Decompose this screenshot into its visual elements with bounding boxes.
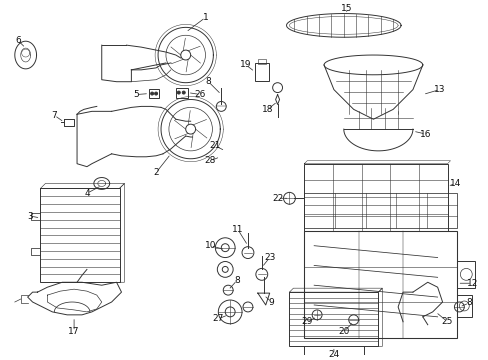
Text: 27: 27 [212,314,224,323]
Text: 8: 8 [234,276,240,285]
Text: 24: 24 [327,350,339,359]
Text: 3: 3 [28,212,33,221]
Text: 15: 15 [340,4,352,13]
Text: 12: 12 [466,279,477,288]
Bar [149,89,159,99]
Text: 19: 19 [240,60,251,69]
Text: 20: 20 [337,327,349,336]
Bar [41,188,119,282]
Text: 8: 8 [466,298,471,307]
Text: 5: 5 [133,90,139,99]
Text: 8: 8 [205,77,211,86]
Text: 18: 18 [262,105,273,114]
Text: 26: 26 [194,90,206,99]
Bar [456,261,474,288]
Bar [304,164,447,231]
Text: 17: 17 [68,327,80,336]
Text: 22: 22 [271,194,283,203]
Text: 10: 10 [204,241,216,250]
Bar [289,292,378,346]
Text: 6: 6 [15,36,20,45]
Circle shape [182,91,185,94]
Text: 28: 28 [204,156,216,165]
Circle shape [150,92,153,95]
Text: 16: 16 [419,130,430,139]
Bar [304,231,456,338]
Text: 2: 2 [153,168,159,177]
Text: 21: 21 [209,141,221,150]
Text: 9: 9 [268,297,274,306]
Text: 11: 11 [232,225,244,234]
Text: 4: 4 [84,189,90,198]
Circle shape [177,91,180,94]
Circle shape [154,92,157,95]
Bar [176,87,187,99]
Text: 7: 7 [51,111,57,120]
Text: 29: 29 [301,317,312,326]
Bar [456,295,471,317]
Bar [254,63,268,81]
Text: 23: 23 [264,253,275,262]
Bar [304,193,456,228]
Bar [257,59,265,64]
Text: 25: 25 [441,317,452,326]
Text: 13: 13 [433,85,445,94]
Text: 1: 1 [202,13,208,22]
Text: 14: 14 [449,179,460,188]
